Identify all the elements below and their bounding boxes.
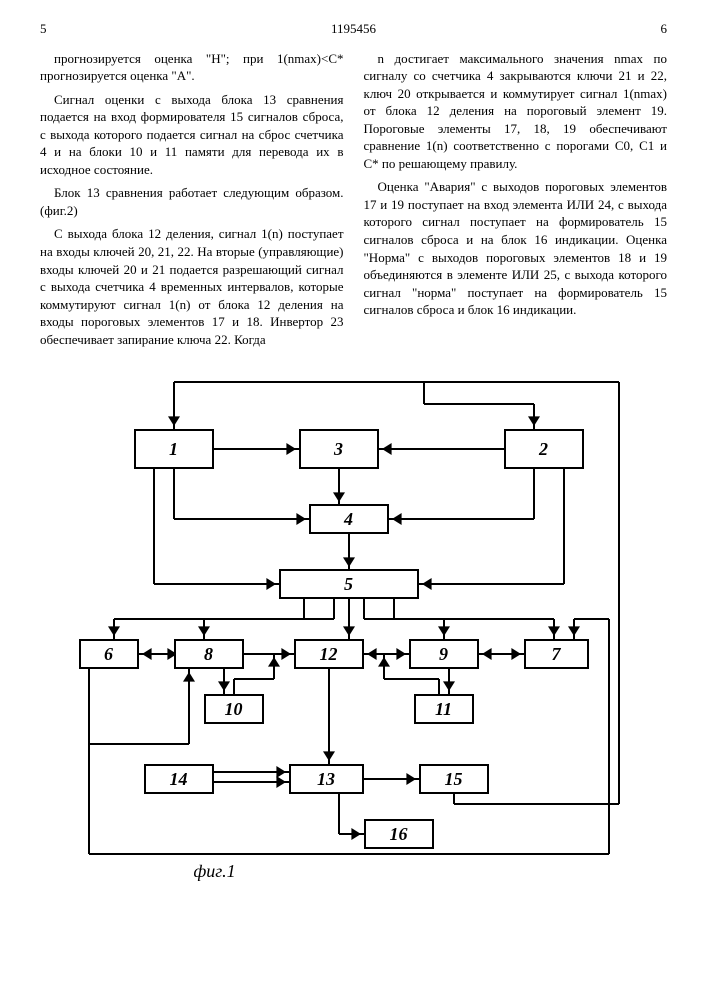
- para: С выхода блока 12 деления, сигнал 1(n) п…: [40, 225, 344, 348]
- block-14: 14: [144, 764, 214, 794]
- patent-number: 1195456: [47, 20, 661, 38]
- right-column: n достигает максимального значения nmax …: [364, 50, 668, 355]
- block-7: 7: [524, 639, 589, 669]
- block-15: 15: [419, 764, 489, 794]
- page-header: 5 1195456 6: [40, 20, 667, 38]
- col-num-right: 6: [661, 20, 668, 38]
- figure-label: фиг.1: [194, 859, 236, 883]
- block-12: 12: [294, 639, 364, 669]
- para: прогнозируется оценка "Н"; при 1(nmax)<С…: [40, 50, 344, 85]
- block-3: 3: [299, 429, 379, 469]
- para: n достигает максимального значения nmax …: [364, 50, 668, 173]
- block-9: 9: [409, 639, 479, 669]
- para: Блок 13 сравнения работает следующим обр…: [40, 184, 344, 219]
- block-2: 2: [504, 429, 584, 469]
- para: Оценка "Авария" с выходов пороговых элем…: [364, 178, 668, 318]
- block-6: 6: [79, 639, 139, 669]
- left-column: прогнозируется оценка "Н"; при 1(nmax)<С…: [40, 50, 344, 355]
- block-1: 1: [134, 429, 214, 469]
- block-diagram: фиг.1 13245681297101114131516: [74, 374, 634, 894]
- block-8: 8: [174, 639, 244, 669]
- block-10: 10: [204, 694, 264, 724]
- para: Сигнал оценки с выхода блока 13 сравнени…: [40, 91, 344, 179]
- block-13: 13: [289, 764, 364, 794]
- block-4: 4: [309, 504, 389, 534]
- block-5: 5: [279, 569, 419, 599]
- block-11: 11: [414, 694, 474, 724]
- block-16: 16: [364, 819, 434, 849]
- text-columns: прогнозируется оценка "Н"; при 1(nmax)<С…: [40, 50, 667, 355]
